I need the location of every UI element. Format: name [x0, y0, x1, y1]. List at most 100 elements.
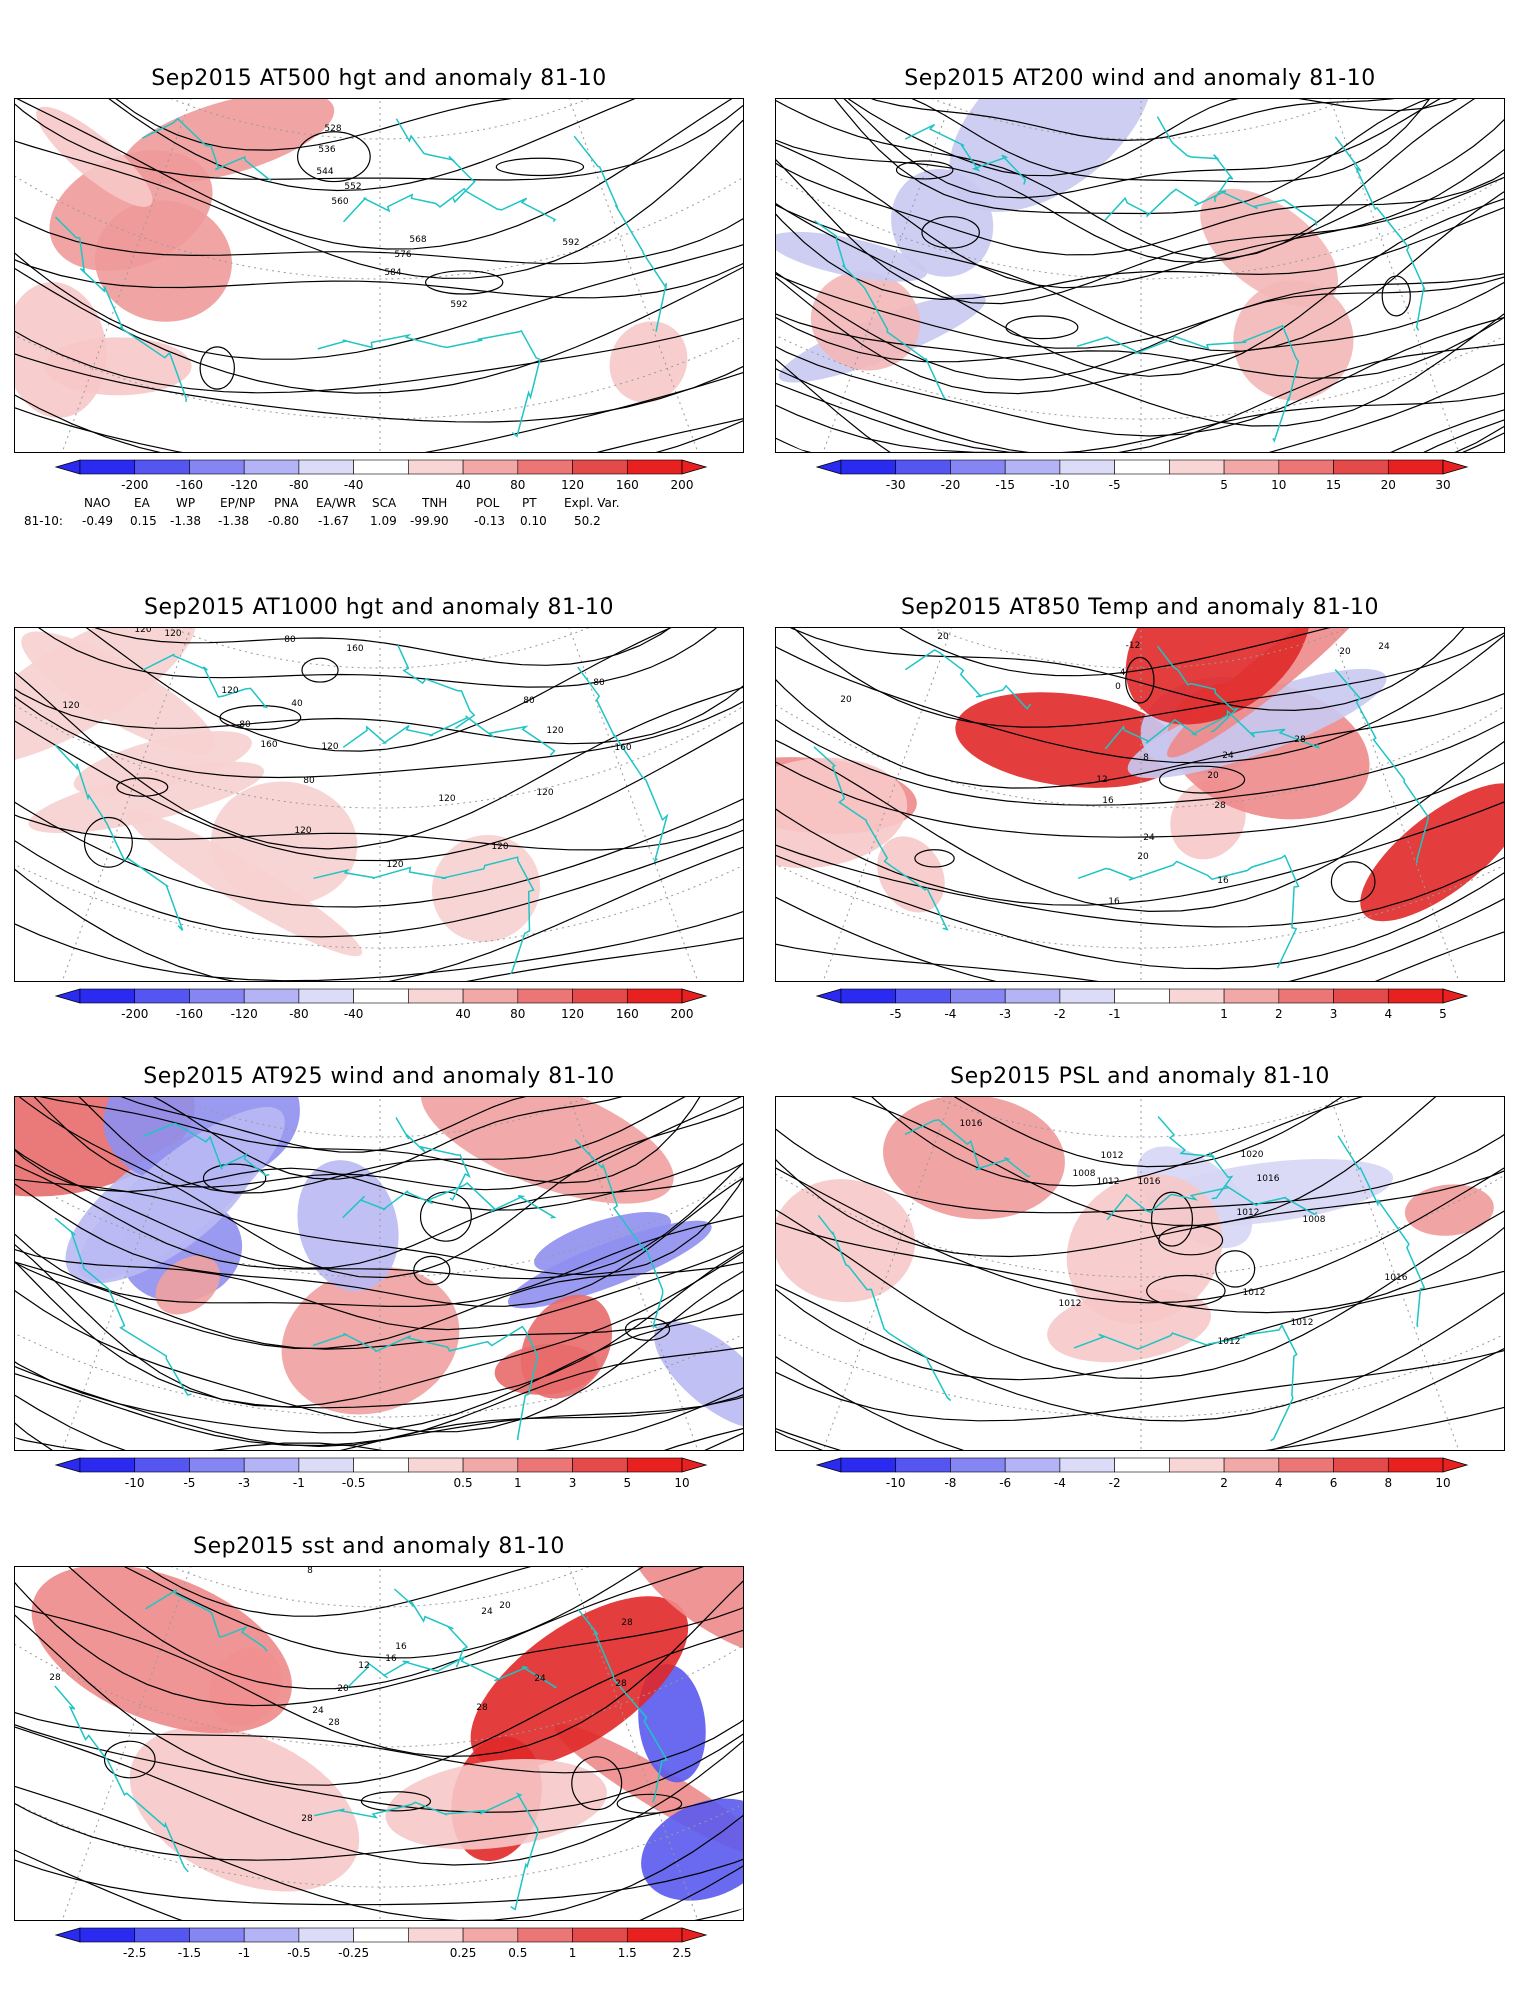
- panel-at1000: Sep2015 AT1000 hgt and anomaly 81-10 120…: [14, 593, 744, 1033]
- colorbar-extend-high: [681, 988, 708, 1004]
- colorbar-svg: -30 -20 -15 -10 -5 5 10 15 20 30: [815, 459, 1469, 492]
- anomaly-shading: [609, 321, 688, 403]
- colorbar-tick-label: -20: [941, 478, 961, 492]
- colorbar-tick-label: 10: [1435, 1476, 1450, 1490]
- panel-at200: Sep2015 AT200 wind and anomaly 81-10 -30…: [775, 64, 1505, 504]
- streamline: [776, 99, 1504, 177]
- colorbar-tick-label: -30: [886, 478, 906, 492]
- contour-line: [776, 628, 1504, 764]
- streamline: [15, 1097, 743, 1409]
- colorbar-swatch: [79, 988, 136, 1004]
- colorbar-tick-label: -5: [1109, 478, 1121, 492]
- contour-label: 80: [303, 776, 315, 786]
- coastline: [393, 1588, 469, 1668]
- contour-cell: [199, 346, 235, 390]
- contour-line: [15, 628, 743, 862]
- contour-label: 0: [1115, 682, 1121, 692]
- panel-title: Sep2015 AT1000 hgt and anomaly 81-10: [144, 595, 614, 620]
- contour-line: [776, 628, 1504, 906]
- contour-label: 1012: [1218, 1337, 1241, 1347]
- colorbar-tick-label: -120: [231, 1007, 258, 1021]
- colorbar-psl: -10 -8 -6 -4 -2 2 4 6 8 10: [815, 1457, 1469, 1492]
- colorbar-tick-label: -40: [344, 1007, 364, 1021]
- contour-label: 28: [49, 1673, 61, 1683]
- colorbar-swatch: [1059, 1457, 1115, 1473]
- colorbar-swatch: [1223, 1457, 1280, 1473]
- colorbar-swatch: [408, 988, 464, 1004]
- colorbar-swatch: [1169, 1457, 1225, 1473]
- colorbar-extend-low: [54, 1457, 81, 1473]
- colorbar-swatch: [1223, 459, 1280, 475]
- colorbar-swatch: [895, 1457, 951, 1473]
- colorbar-tick-label: 3: [569, 1476, 577, 1490]
- colorbar-tick-label: 160: [616, 478, 639, 492]
- index-value: -0.13: [474, 514, 506, 528]
- colorbar-swatch: [462, 1457, 519, 1473]
- contour-label: 592: [562, 238, 579, 248]
- colorbar-swatch: [517, 1457, 573, 1473]
- latitude-gridline: [15, 99, 743, 280]
- contour-line: [776, 1097, 1504, 1422]
- streamline: [15, 1097, 743, 1180]
- streamline: [15, 1097, 743, 1194]
- coastline: [1104, 188, 1318, 226]
- contour-cell: [1330, 861, 1376, 903]
- index-value: 50.2: [574, 514, 601, 528]
- panel-title: Sep2015 AT850 Temp and anomaly 81-10: [900, 595, 1380, 620]
- map-at200: [775, 98, 1505, 453]
- colorbar-tick-label: -15: [995, 478, 1015, 492]
- contour-label: 24: [534, 1674, 546, 1684]
- anomaly-shading: [385, 1758, 607, 1850]
- contour-label: 120: [536, 788, 553, 798]
- colorbar-tick-label: 30: [1435, 478, 1450, 492]
- contour-label: 20: [1207, 771, 1219, 781]
- colorbar-tick-label: -8: [944, 1476, 956, 1490]
- anomaly-shading: [1404, 1184, 1494, 1236]
- anomaly-shading: [36, 106, 153, 207]
- colorbar-tick-label: 4: [1384, 1007, 1392, 1021]
- contour-label: 80: [239, 720, 251, 730]
- colorbar-svg: -10 -8 -6 -4 -2 2 4 6 8 10: [815, 1457, 1469, 1490]
- anomaly-shading: [73, 731, 252, 796]
- colorbar-swatch: [462, 1927, 519, 1943]
- colorbar-swatch: [1278, 459, 1334, 475]
- contour-cell: [495, 157, 585, 177]
- contour-label: 20: [840, 695, 852, 705]
- colorbar-swatch: [1278, 1457, 1334, 1473]
- coastline: [1104, 709, 1321, 750]
- colorbar-swatch: [408, 1927, 464, 1943]
- colorbar-tick-label: -10: [125, 1476, 145, 1490]
- map-svg: 28 8 12 16 20 24 28 28 24 28 28 28 16 20 24: [15, 1567, 743, 1920]
- contour-label: 560: [331, 197, 348, 207]
- colorbar-at200: -30 -20 -15 -10 -5 5 10 15 20 30: [815, 459, 1469, 494]
- contour-line: [15, 1567, 743, 1786]
- colorbar-extend-high: [681, 1457, 708, 1473]
- contour-cell: [1125, 656, 1155, 704]
- coastline: [904, 649, 1032, 710]
- colorbar-swatch: [462, 459, 519, 475]
- contour-label: 80: [523, 696, 535, 706]
- streamline: [15, 1097, 743, 1350]
- index-value: -1.38: [218, 514, 250, 528]
- colorbar-tick-label: 40: [455, 478, 470, 492]
- panel-at500: Sep2015 AT500 hgt and anomaly 81-10 528 5…: [14, 64, 744, 504]
- colorbar-swatch: [517, 988, 573, 1004]
- coastline: [142, 1122, 270, 1177]
- colorbar-tick-label: 3: [1330, 1007, 1338, 1021]
- latitude-gridline: [776, 628, 1504, 809]
- contour-line: [15, 99, 743, 299]
- colorbar-swatch: [79, 1927, 136, 1943]
- colorbar-tick-label: 2.5: [672, 1946, 691, 1960]
- contour-line: [15, 628, 743, 688]
- contour-line: [15, 1567, 743, 1861]
- colorbar-tick-label: -2: [1109, 1476, 1121, 1490]
- contour-label: 576: [394, 250, 411, 260]
- anomaly-shading: [15, 282, 107, 418]
- contour-line: [15, 628, 743, 981]
- coastline: [1156, 116, 1234, 202]
- colorbar-extend-low: [815, 1457, 842, 1473]
- colorbar-tick-label: 200: [671, 478, 694, 492]
- contour-line: [15, 1567, 743, 1866]
- contour-cell: [202, 1163, 267, 1193]
- coastline: [317, 329, 541, 438]
